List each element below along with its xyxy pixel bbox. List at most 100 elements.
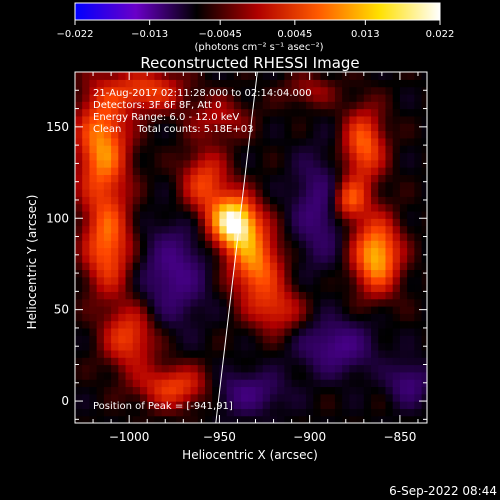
heatmap-cell [132, 72, 141, 80]
heatmap-cell [298, 298, 307, 307]
heatmap-cell [255, 240, 264, 249]
heatmap-cell [219, 276, 228, 285]
heatmap-cell [139, 101, 148, 110]
heatmap-cell [190, 72, 199, 80]
heatmap-cell [342, 327, 350, 336]
heatmap-cell [168, 262, 177, 271]
heatmap-cell [306, 79, 314, 88]
heatmap-cell [363, 101, 372, 110]
heatmap-cell [342, 196, 350, 205]
heatmap-cell [168, 349, 177, 358]
heatmap-cell [103, 181, 112, 190]
heatmap-cell [139, 181, 148, 190]
heatmap-cell [233, 298, 242, 307]
heatmap-cell [356, 306, 365, 314]
heatmap-cell [371, 335, 379, 344]
heatmap-cell [226, 203, 235, 212]
heatmap-cell [89, 181, 98, 190]
heatmap-cell [291, 320, 300, 329]
heatmap-cell [421, 145, 428, 154]
heatmap-cell [233, 152, 242, 161]
heatmap-cell [334, 108, 343, 117]
heatmap-cell [233, 93, 242, 102]
heatmap-cell [103, 313, 112, 322]
heatmap-cell [371, 269, 379, 278]
heatmap-cell [291, 101, 300, 110]
heatmap-cell [248, 327, 257, 336]
heatmap-cell [219, 79, 228, 88]
heatmap-cell [226, 327, 235, 336]
heatmap-cell [392, 357, 401, 366]
heatmap-cell [233, 225, 242, 234]
heatmap-cell [139, 203, 148, 212]
heatmap-cell [320, 364, 329, 373]
heatmap-cell [255, 335, 264, 344]
heatmap-cell [96, 145, 105, 154]
heatmap-cell [291, 203, 300, 212]
heatmap-cell [277, 218, 285, 227]
heatmap-cell [407, 254, 415, 263]
heatmap-cell [313, 401, 322, 409]
heatmap-cell [385, 108, 394, 117]
heatmap-cell [176, 93, 184, 102]
heatmap-cell [421, 218, 428, 227]
heatmap-cell [82, 269, 91, 278]
heatmap-cell [132, 298, 141, 307]
heatmap-cell [306, 254, 314, 263]
heatmap-cell [183, 276, 192, 285]
heatmap-cell [111, 167, 119, 175]
heatmap-cell [82, 313, 91, 322]
heatmap-cell [385, 262, 394, 271]
heatmap-cell [342, 189, 350, 197]
heatmap-cell [183, 232, 192, 241]
heatmap-cell [89, 284, 98, 292]
heatmap-cell [306, 247, 314, 256]
heatmap-cell [111, 101, 119, 110]
heatmap-cell [356, 386, 365, 395]
heatmap-cell [197, 254, 206, 263]
heatmap-cell [197, 189, 206, 197]
heatmap-cell [378, 115, 387, 124]
heatmap-cell [248, 145, 257, 154]
heatmap-cell [291, 189, 300, 197]
heatmap-cell [89, 379, 98, 388]
heatmap-cell [407, 218, 415, 227]
heatmap-cell [277, 196, 285, 205]
heatmap-cell [176, 115, 184, 124]
heatmap-cell [183, 210, 192, 219]
heatmap-cell [161, 342, 170, 351]
heatmap-cell [392, 210, 401, 219]
heatmap-cell [363, 254, 372, 263]
heatmap-cell [371, 240, 379, 249]
heatmap-cell [197, 123, 206, 132]
annotation-energy: Energy Range: 6.0 - 12.0 keV [93, 112, 239, 123]
heatmap-cell [349, 130, 358, 139]
heatmap-cell [132, 313, 141, 322]
heatmap-cell [176, 371, 184, 380]
heatmap-cell [197, 137, 206, 146]
heatmap-cell [75, 240, 83, 249]
heatmap-cell [197, 269, 206, 278]
heatmap-cell [139, 364, 148, 373]
heatmap-cell [118, 174, 127, 183]
heatmap-cell [111, 123, 119, 132]
heatmap-cell [226, 349, 235, 358]
heatmap-cell [125, 145, 134, 154]
heatmap-cell [262, 108, 271, 117]
heatmap-cell [313, 210, 322, 219]
heatmap-cell [89, 218, 98, 227]
heatmap-cell [132, 210, 141, 219]
heatmap-cell [342, 79, 350, 88]
heatmap-cell [161, 364, 170, 373]
heatmap-cell [371, 306, 379, 314]
heatmap-cell [139, 196, 148, 205]
heatmap-cell [161, 335, 170, 344]
heatmap-cell [320, 262, 329, 271]
heatmap-cell [349, 357, 358, 366]
heatmap-cell [399, 262, 408, 271]
heatmap-cell [118, 232, 127, 241]
heatmap-cell [385, 152, 394, 161]
heatmap-cell [342, 115, 350, 124]
heatmap-cell [132, 342, 141, 351]
heatmap-cell [363, 342, 372, 351]
